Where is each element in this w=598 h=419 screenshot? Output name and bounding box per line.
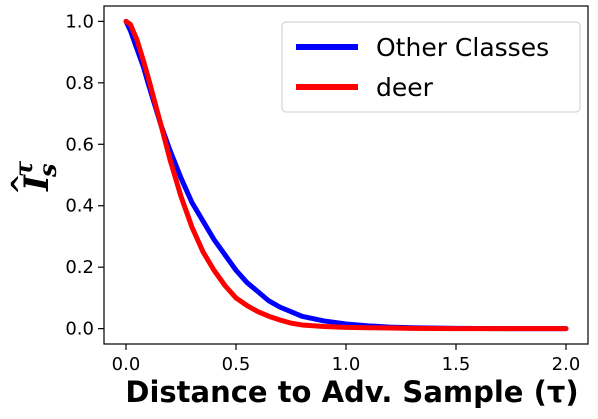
y-axis-label-hat: ^ bbox=[7, 173, 37, 195]
legend-label: Other Classes bbox=[376, 33, 549, 62]
x-tick-label: 0.0 bbox=[112, 354, 141, 375]
series-layer bbox=[123, 18, 569, 332]
x-tick-label: 2.0 bbox=[552, 354, 581, 375]
y-axis-ticks: 0.0 0.2 0.4 0.6 0.8 1.0 bbox=[65, 11, 104, 340]
y-axis-label-base: I bbox=[17, 174, 57, 192]
y-tick-label: 0.2 bbox=[65, 257, 94, 278]
y-tick-label: 0.8 bbox=[65, 73, 94, 94]
y-tick-label: 0.4 bbox=[65, 196, 94, 217]
x-tick-label: 1.0 bbox=[332, 354, 361, 375]
y-axis-label-subscript: s bbox=[33, 163, 62, 178]
x-tick-label: 1.5 bbox=[442, 354, 471, 375]
y-axis-label-superscript: τ bbox=[9, 160, 38, 177]
legend: Other Classes deer bbox=[281, 21, 581, 113]
y-axis-label: I ^ τ s bbox=[7, 160, 62, 195]
legend-label: deer bbox=[376, 73, 434, 102]
y-tick-label: 0.6 bbox=[65, 134, 94, 155]
series-line-deer bbox=[123, 18, 569, 332]
plot-area bbox=[123, 18, 569, 332]
x-tick-label: 0.5 bbox=[222, 354, 251, 375]
x-axis-label: Distance to Adv. Sample (τ) bbox=[125, 375, 578, 409]
y-tick-label: 0.0 bbox=[65, 319, 94, 340]
y-tick-label: 1.0 bbox=[65, 11, 94, 32]
x-axis-ticks: 0.0 0.5 1.0 1.5 2.0 bbox=[112, 344, 581, 375]
